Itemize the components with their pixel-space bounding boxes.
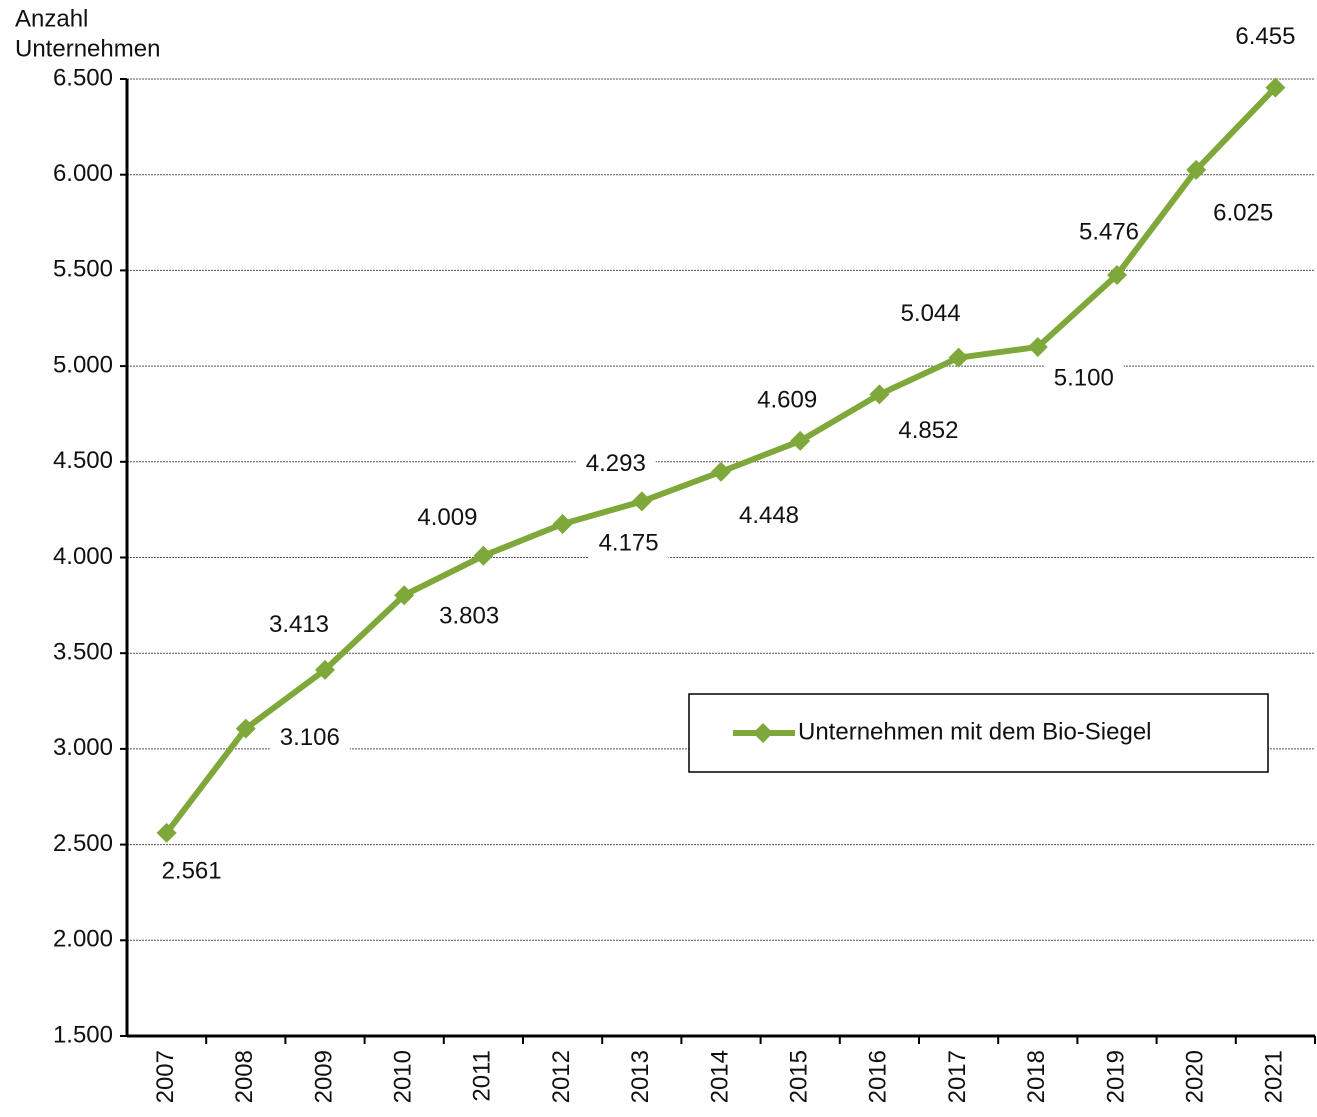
x-tick-label: 2010 [390,1050,417,1103]
label-bg [407,503,488,534]
x-tick-label: 2017 [944,1050,971,1103]
x-tick-label: 2013 [627,1050,654,1103]
y-tick-label: 3.500 [53,639,113,666]
label-bg [1225,22,1306,53]
y-tick-label: 2.000 [53,926,113,953]
x-tick-label: 2008 [231,1050,258,1103]
data-point [552,514,573,535]
label-bg [151,856,232,887]
x-tick-label: 2020 [1182,1050,1209,1103]
data-label: 2.561 [162,857,222,884]
data-label: 4.293 [586,450,646,477]
label-bg [890,299,971,330]
data-label: 4.609 [757,386,817,413]
y-tick-label: 5.500 [53,256,113,283]
y-tick-label: 4.000 [53,543,113,570]
y-tick-label: 2.500 [53,830,113,857]
y-axis-label: Anzahl [15,5,88,32]
data-point [315,659,335,680]
label-bg [1069,217,1149,248]
data-point [1265,77,1286,98]
data-point [1027,336,1048,357]
x-tick-label: 2007 [152,1050,179,1103]
data-label: 5.100 [1054,364,1114,391]
data-label: 5.476 [1079,218,1139,245]
y-tick-label: 4.500 [53,447,113,474]
data-point [473,545,494,566]
y-tick-label: 5.000 [53,351,113,378]
x-tick-label: 2021 [1261,1050,1288,1103]
x-tick-label: 2011 [469,1050,496,1102]
legend-marker [753,723,773,743]
data-label: 3.413 [269,611,329,638]
label-bg [747,385,828,416]
data-label: 5.044 [901,300,961,327]
x-tick-label: 2014 [706,1050,733,1103]
x-tick-label: 2018 [1023,1050,1050,1103]
data-label: 3.106 [280,724,340,751]
data-point [156,822,177,843]
data-label: 4.852 [898,417,958,444]
label-bg [1043,363,1124,394]
y-tick-label: 6.500 [53,64,113,91]
label-bg [588,529,669,560]
data-label: 3.803 [439,603,499,630]
x-tick-label: 2019 [1102,1050,1129,1103]
data-point [235,718,256,739]
label-bg [729,501,809,532]
x-tick-label: 2009 [310,1050,337,1103]
data-point [948,347,969,368]
data-label: 6.025 [1213,199,1273,226]
data-point [1107,264,1127,285]
label-bg [575,449,656,480]
data-label: 4.448 [739,502,799,529]
label-bg [1203,198,1284,229]
x-tick-label: 2015 [786,1050,813,1103]
data-point [711,461,731,482]
y-tick-label: 3.000 [53,734,113,761]
label-bg [888,416,969,447]
legend-label: Unternehmen mit dem Bio-Siegel [798,718,1152,745]
y-tick-label: 6.000 [53,160,113,187]
data-point [790,430,811,451]
data-point [631,491,652,512]
y-tick-label: 1.500 [53,1021,113,1048]
label-bg [269,723,350,754]
x-tick-label: 2012 [548,1050,575,1103]
data-point [869,384,890,405]
label-bg [259,610,339,641]
data-label: 4.175 [599,529,659,556]
x-tick-label: 2016 [865,1050,892,1103]
data-point [1186,159,1207,180]
label-bg [429,602,510,633]
data-point [394,585,415,606]
data-label: 4.009 [417,504,477,531]
data-label: 6.455 [1235,23,1295,50]
y-axis-label: Unternehmen [15,35,160,62]
